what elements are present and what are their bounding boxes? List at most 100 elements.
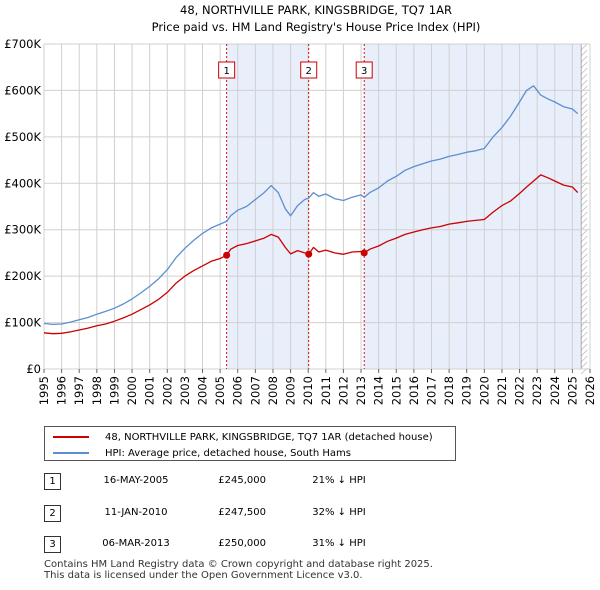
hatch-line <box>580 103 588 111</box>
x-tick-label: 2001 <box>143 376 157 405</box>
x-tick-label: 2024 <box>548 376 562 405</box>
y-tick-label: £0 <box>26 362 41 376</box>
hatch-line <box>580 199 588 207</box>
x-tick-label: 2012 <box>336 376 350 405</box>
hatch-line <box>580 115 588 123</box>
y-tick-label: £500K <box>4 130 41 144</box>
hatch-line <box>580 307 588 315</box>
chart-subtitle: Price paid vs. HM Land Registry's House … <box>152 20 481 34</box>
hatch-line <box>580 211 588 219</box>
hatch-line <box>580 283 588 291</box>
hatch-line <box>580 145 588 153</box>
hatch-line <box>580 271 588 279</box>
x-tick-label: 1998 <box>90 376 104 405</box>
x-tick-label: 1997 <box>72 376 86 405</box>
y-tick-label: £200K <box>4 269 41 283</box>
transaction-label: 2 <box>306 66 312 77</box>
hatch-line <box>580 187 588 195</box>
x-tick-label: 2015 <box>389 376 403 405</box>
hpi-line <box>43 85 579 326</box>
hatch-line <box>580 337 588 345</box>
hatch-line <box>580 169 588 177</box>
hatch-line <box>580 349 588 357</box>
hatch-line <box>580 223 588 231</box>
hatch-line <box>580 79 588 87</box>
hatch-line <box>580 61 588 69</box>
hatch-line <box>580 235 588 243</box>
shaded-periods <box>226 43 588 375</box>
legend: 48, NORTHVILLE PARK, KINGSBRIDGE, TQ7 1A… <box>44 426 456 461</box>
x-tick-label: 2026 <box>583 376 597 405</box>
transaction-number: 1 <box>44 473 61 490</box>
table-row: 3 06-MAR-2013 £250,000 31% ↓ HPI <box>44 536 464 556</box>
transaction-point <box>223 251 231 259</box>
transaction-date: 11-JAN-2010 <box>104 507 168 518</box>
transaction-label: 1 <box>223 66 229 77</box>
y-tick-label: £100K <box>4 316 41 330</box>
x-tick-label: 2011 <box>319 376 333 405</box>
x-tick-label: 2016 <box>407 376 421 405</box>
chart-title: 48, NORTHVILLE PARK, KINGSBRIDGE, TQ7 1A… <box>180 3 452 17</box>
shaded-period <box>364 44 582 369</box>
y-tick-label: £700K <box>4 37 41 51</box>
footer-attribution: Contains HM Land Registry data © Crown c… <box>44 559 433 581</box>
x-tick-label: 2018 <box>442 376 456 405</box>
x-tick-label: 2007 <box>248 376 262 405</box>
transaction-label-box <box>300 61 318 79</box>
x-tick-label: 2017 <box>424 376 438 405</box>
hatch-line <box>580 253 588 261</box>
x-tick-label: 1995 <box>37 376 51 405</box>
price-chart: 48, NORTHVILLE PARK, KINGSBRIDGE, TQ7 1A… <box>4 3 597 405</box>
x-tick-label: 2000 <box>125 376 139 405</box>
x-tick-label: 2021 <box>495 376 509 405</box>
hatch-line <box>580 289 588 297</box>
x-tick-label: 1999 <box>107 376 121 405</box>
hatch-line <box>580 355 588 363</box>
axes: £0 £100K £200K £300K £400K £500K £600K £700K 199… <box>4 37 597 405</box>
y-tick-label: £300K <box>4 223 41 237</box>
hatch-line <box>580 163 588 171</box>
x-tick-label: 1996 <box>55 376 69 405</box>
y-tick-label: £600K <box>4 83 41 97</box>
transaction-number: 3 <box>44 536 61 553</box>
hatch-line <box>580 55 588 63</box>
hatch-line <box>580 229 588 237</box>
hatch-line <box>580 277 588 285</box>
hatch-line <box>580 97 588 105</box>
transaction-label: 3 <box>361 66 367 77</box>
x-tick-label: 2006 <box>231 376 245 405</box>
legend-item-property: 48, NORTHVILLE PARK, KINGSBRIDGE, TQ7 1A… <box>53 429 433 445</box>
hatch-line <box>580 151 588 159</box>
hatch-line <box>580 127 588 135</box>
transaction-points <box>223 249 368 259</box>
transaction-hpi-diff: 31% ↓ HPI <box>312 538 366 549</box>
transaction-number: 2 <box>44 505 61 522</box>
hatch-line <box>580 43 588 51</box>
x-tick-label: 2013 <box>354 376 368 405</box>
y-tick-label: £400K <box>4 176 41 190</box>
x-tick-label: 2004 <box>196 376 210 405</box>
hatch-line <box>580 139 588 147</box>
x-tick-label: 2008 <box>266 376 280 405</box>
hatch-line <box>580 67 588 75</box>
legend-label: HPI: Average price, detached house, Sout… <box>105 447 351 459</box>
transaction-price: £250,000 <box>218 538 266 549</box>
x-tick-label: 2020 <box>477 376 491 405</box>
transaction-date: 06-MAR-2013 <box>102 538 170 549</box>
transaction-label-box <box>355 61 373 79</box>
legend-label: 48, NORTHVILLE PARK, KINGSBRIDGE, TQ7 1A… <box>105 431 433 443</box>
hatch-line <box>580 49 588 57</box>
series-lines <box>43 85 579 335</box>
hatch-line <box>580 73 588 81</box>
hatch-line <box>580 259 588 267</box>
transaction-price: £245,000 <box>218 475 266 486</box>
transaction-price: £247,500 <box>218 507 266 518</box>
hatch-line <box>580 265 588 273</box>
hatch-line <box>580 157 588 165</box>
hatch-line <box>580 217 588 225</box>
footer-line: Contains HM Land Registry data © Crown c… <box>44 559 433 570</box>
hatch-line <box>580 193 588 201</box>
x-tick-label: 2025 <box>565 376 579 405</box>
hatch-line <box>580 85 588 93</box>
hatch-line <box>580 121 588 129</box>
